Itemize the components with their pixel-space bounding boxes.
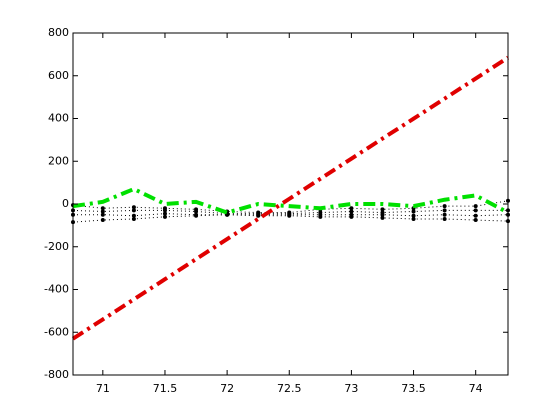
data-line (71, 55, 510, 341)
data-point (100, 206, 105, 211)
data-point (442, 216, 447, 221)
data-point (100, 212, 105, 217)
data-point (131, 216, 136, 221)
data-point (256, 213, 261, 218)
y-tick-label: 400 (48, 112, 69, 125)
data-point (100, 209, 105, 214)
data-point (131, 208, 136, 213)
x-tick-label: 71 (96, 382, 110, 395)
y-tick-label: 800 (48, 26, 69, 39)
data-point (411, 216, 416, 221)
x-tick-label: 72 (220, 382, 234, 395)
data-point (442, 204, 447, 209)
data-point (162, 208, 167, 213)
data-point (162, 214, 167, 219)
y-tick-label: -400 (44, 283, 69, 296)
data-point (380, 212, 385, 217)
data-point (100, 218, 105, 223)
x-tick-label: 72.5 (277, 382, 302, 395)
data-point (473, 218, 478, 223)
data-point (380, 215, 385, 220)
x-tick-label: 71.5 (153, 382, 178, 395)
y-tick-label: -200 (44, 240, 69, 253)
x-tick-label: 73 (344, 382, 358, 395)
y-tick-label: -600 (44, 325, 69, 338)
y-tick-label: 0 (62, 197, 69, 210)
data-point (349, 209, 354, 214)
x-tick-label: 73.5 (401, 382, 426, 395)
y-tick-label: 200 (48, 154, 69, 167)
data-point (442, 208, 447, 213)
data-point (442, 212, 447, 217)
data-point (162, 211, 167, 216)
data-point (131, 205, 136, 210)
data-point (473, 204, 478, 209)
x-tick-label: 74 (469, 382, 483, 395)
data-point (318, 214, 323, 219)
data-point (411, 213, 416, 218)
data-point (380, 207, 385, 212)
data-point (473, 208, 478, 213)
data-point (194, 213, 199, 218)
data-point (349, 206, 354, 211)
data-point (287, 213, 292, 218)
data-point (473, 213, 478, 218)
data-point (131, 213, 136, 218)
y-tick-label: 600 (48, 69, 69, 82)
data-point (349, 214, 354, 219)
data-point (411, 209, 416, 214)
data-point (194, 209, 199, 214)
y-tick-label: -800 (44, 368, 69, 381)
data-line (72, 186, 509, 215)
